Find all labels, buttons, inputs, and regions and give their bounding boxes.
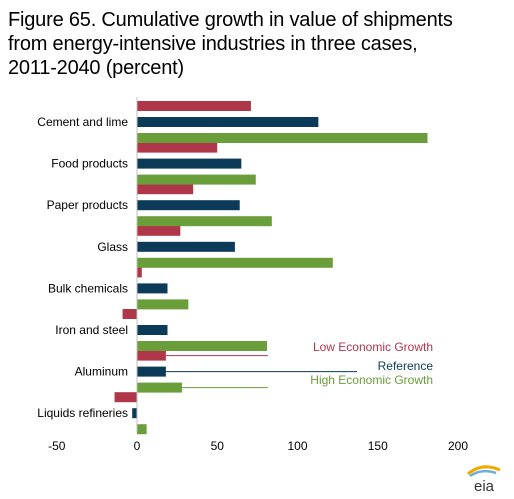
bar-high <box>137 174 256 185</box>
bar-high <box>137 382 182 393</box>
category-label: Cement and lime <box>37 115 128 129</box>
category-label: Glass <box>97 240 128 254</box>
bar-reference <box>137 325 168 335</box>
category-label: Paper products <box>47 198 128 212</box>
x-tick-label: -50 <box>48 439 66 453</box>
bar-high <box>137 341 267 351</box>
x-tick-label: 150 <box>368 439 388 453</box>
category-label: Iron and steel <box>55 323 128 337</box>
category-label: Aluminum <box>75 365 128 379</box>
x-tick-label: 200 <box>448 439 468 453</box>
title-line-1: Figure 65. Cumulative growth in value of… <box>8 9 453 31</box>
bar-high <box>137 257 333 268</box>
category-label: Food products <box>51 157 128 171</box>
title-line-3: 2011-2040 (percent) <box>8 57 184 79</box>
bar-reference <box>137 117 319 127</box>
logo-text: eia <box>474 478 495 494</box>
bar-reference <box>137 366 166 377</box>
bar-reference <box>137 200 240 211</box>
legend-label-high: High Economic Growth <box>310 373 433 387</box>
chart-title: Figure 65. Cumulative growth in value of… <box>8 8 508 80</box>
bar-reference <box>137 241 235 252</box>
bar-low <box>137 267 142 278</box>
eia-logo-icon: eia <box>467 465 501 494</box>
bar-reference <box>132 408 137 419</box>
bar-low <box>137 350 166 361</box>
bar-low <box>114 392 137 403</box>
bar-high <box>137 216 272 227</box>
bar-low <box>122 309 137 319</box>
category-label: Liquids refineries <box>37 406 128 420</box>
bar-high <box>137 299 189 310</box>
bar-low <box>137 225 181 236</box>
title-line-2: from energy-intensive industries in thre… <box>8 33 418 55</box>
bar-high <box>137 133 428 143</box>
x-tick-label: 50 <box>211 439 225 453</box>
bar-high <box>137 424 147 435</box>
x-tick-label: 0 <box>134 439 141 453</box>
category-label: Bulk chemicals <box>48 281 128 295</box>
legend-label-low: Low Economic Growth <box>313 340 433 354</box>
bar-low <box>137 184 194 195</box>
bar-low <box>137 101 251 111</box>
legend-label-reference: Reference <box>378 359 434 373</box>
bar-low <box>137 142 218 153</box>
x-tick-label: 100 <box>287 439 307 453</box>
bar-reference <box>137 158 242 169</box>
bar-reference <box>137 283 168 294</box>
